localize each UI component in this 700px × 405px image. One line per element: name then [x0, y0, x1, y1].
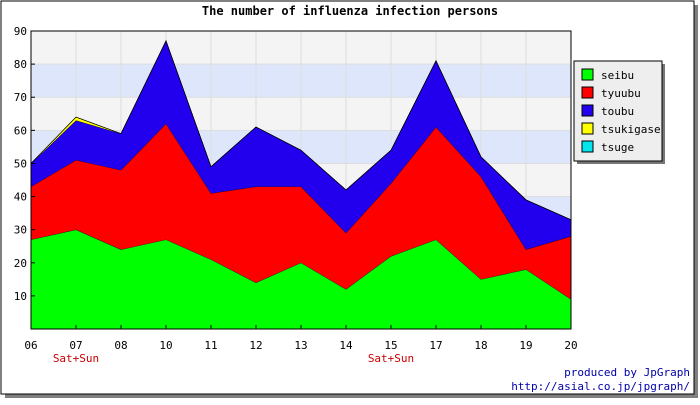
legend-label-tsukigase: tsukigase — [601, 123, 661, 136]
legend-swatch-tsukigase — [581, 122, 594, 135]
legend-label-tyuubu: tyuubu — [601, 87, 641, 100]
area-series-tyuubu — [31, 123, 571, 300]
x-tick-label: 07 — [69, 339, 82, 352]
area-outline-tsuge — [30, 40, 572, 221]
area-series-seibu — [31, 229, 571, 329]
x-tick-note: Sat+Sun — [53, 352, 99, 365]
y-tick-label: 80 — [14, 58, 27, 71]
x-tick-label: 18 — [474, 339, 487, 352]
plot-axes — [30, 30, 572, 330]
y-tick-label: 40 — [14, 191, 27, 204]
x-tick-label: 15 — [384, 339, 397, 352]
x-tick-label: 14 — [339, 339, 353, 352]
legend-swatch-tyuubu — [581, 86, 594, 99]
y-tick-labels: 10 20 30 40 50 60 70 80 90 — [14, 25, 27, 303]
y-tick-label: 60 — [14, 124, 27, 137]
legend-swatch-tsuge — [581, 140, 594, 153]
x-tick-note: Sat+Sun — [368, 352, 414, 365]
legend-label-seibu: seibu — [601, 69, 634, 82]
x-tick-label: 20 — [564, 339, 577, 352]
x-tick-label: 17 — [429, 339, 442, 352]
credit-line-2: http://asial.co.jp/jpgraph/ — [511, 380, 690, 393]
chart-title: The number of influenza infection person… — [202, 4, 498, 18]
y-tick-label: 50 — [14, 157, 27, 170]
legend-label-toubu: toubu — [601, 105, 634, 118]
y-tick-label: 70 — [14, 91, 27, 104]
legend-swatch-toubu — [581, 104, 594, 117]
y-tick-label: 10 — [14, 290, 27, 303]
legend: seibu tyuubu toubu tsukigase tsuge — [573, 60, 665, 164]
y-tick-label: 90 — [14, 25, 27, 38]
x-tick-label: 12 — [249, 339, 262, 352]
x-tick-label: 13 — [294, 339, 307, 352]
y-tick-label: 20 — [14, 257, 27, 270]
legend-label-tsuge: tsuge — [601, 141, 634, 154]
y-tick-label: 30 — [14, 224, 27, 237]
area-series-toubu — [31, 40, 571, 250]
x-tick-label: 08 — [114, 339, 127, 352]
x-tick-label: 06 — [24, 339, 37, 352]
x-tick-label: 10 — [159, 339, 172, 352]
x-tick-label: 19 — [519, 339, 532, 352]
credit-line-1: produced by JpGraph — [564, 366, 690, 379]
plot-areas — [30, 40, 572, 329]
x-tick-label: 11 — [204, 339, 217, 352]
legend-swatch-seibu — [581, 68, 594, 81]
